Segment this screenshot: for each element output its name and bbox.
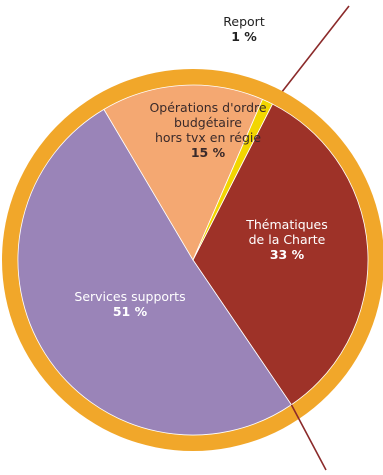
pie-slice-3 [192,98,273,261]
slice-label-2-line-0: Opérations d'ordre [149,100,266,115]
leader-line-top [271,5,350,105]
slice-label-2-line-2: hors tvx en régie [155,130,261,145]
slice-value-2: 15 % [191,145,226,160]
slice-value-0: 33 % [270,247,305,262]
pie-slice-2 [103,84,264,261]
pie-slice-1 [17,108,292,436]
slice-label-0-line-1: de la Charte [249,232,326,247]
slice-value-1: 51 % [113,304,148,319]
pie-slices [17,84,369,436]
slice-label-1-line-0: Services supports [74,289,185,304]
slice-label-0-line-0: Thématiques [245,217,328,232]
slice-label-3-line-0: Report [223,14,265,29]
pie-slice-0 [192,103,369,406]
slice-label-2-line-1: budgétaire [174,115,242,130]
leader-line-bottom-stroke [290,404,327,471]
leader-line-top-stroke [271,5,350,105]
slice-value-3: 1 % [231,29,257,44]
leader-line-bottom [290,404,327,471]
